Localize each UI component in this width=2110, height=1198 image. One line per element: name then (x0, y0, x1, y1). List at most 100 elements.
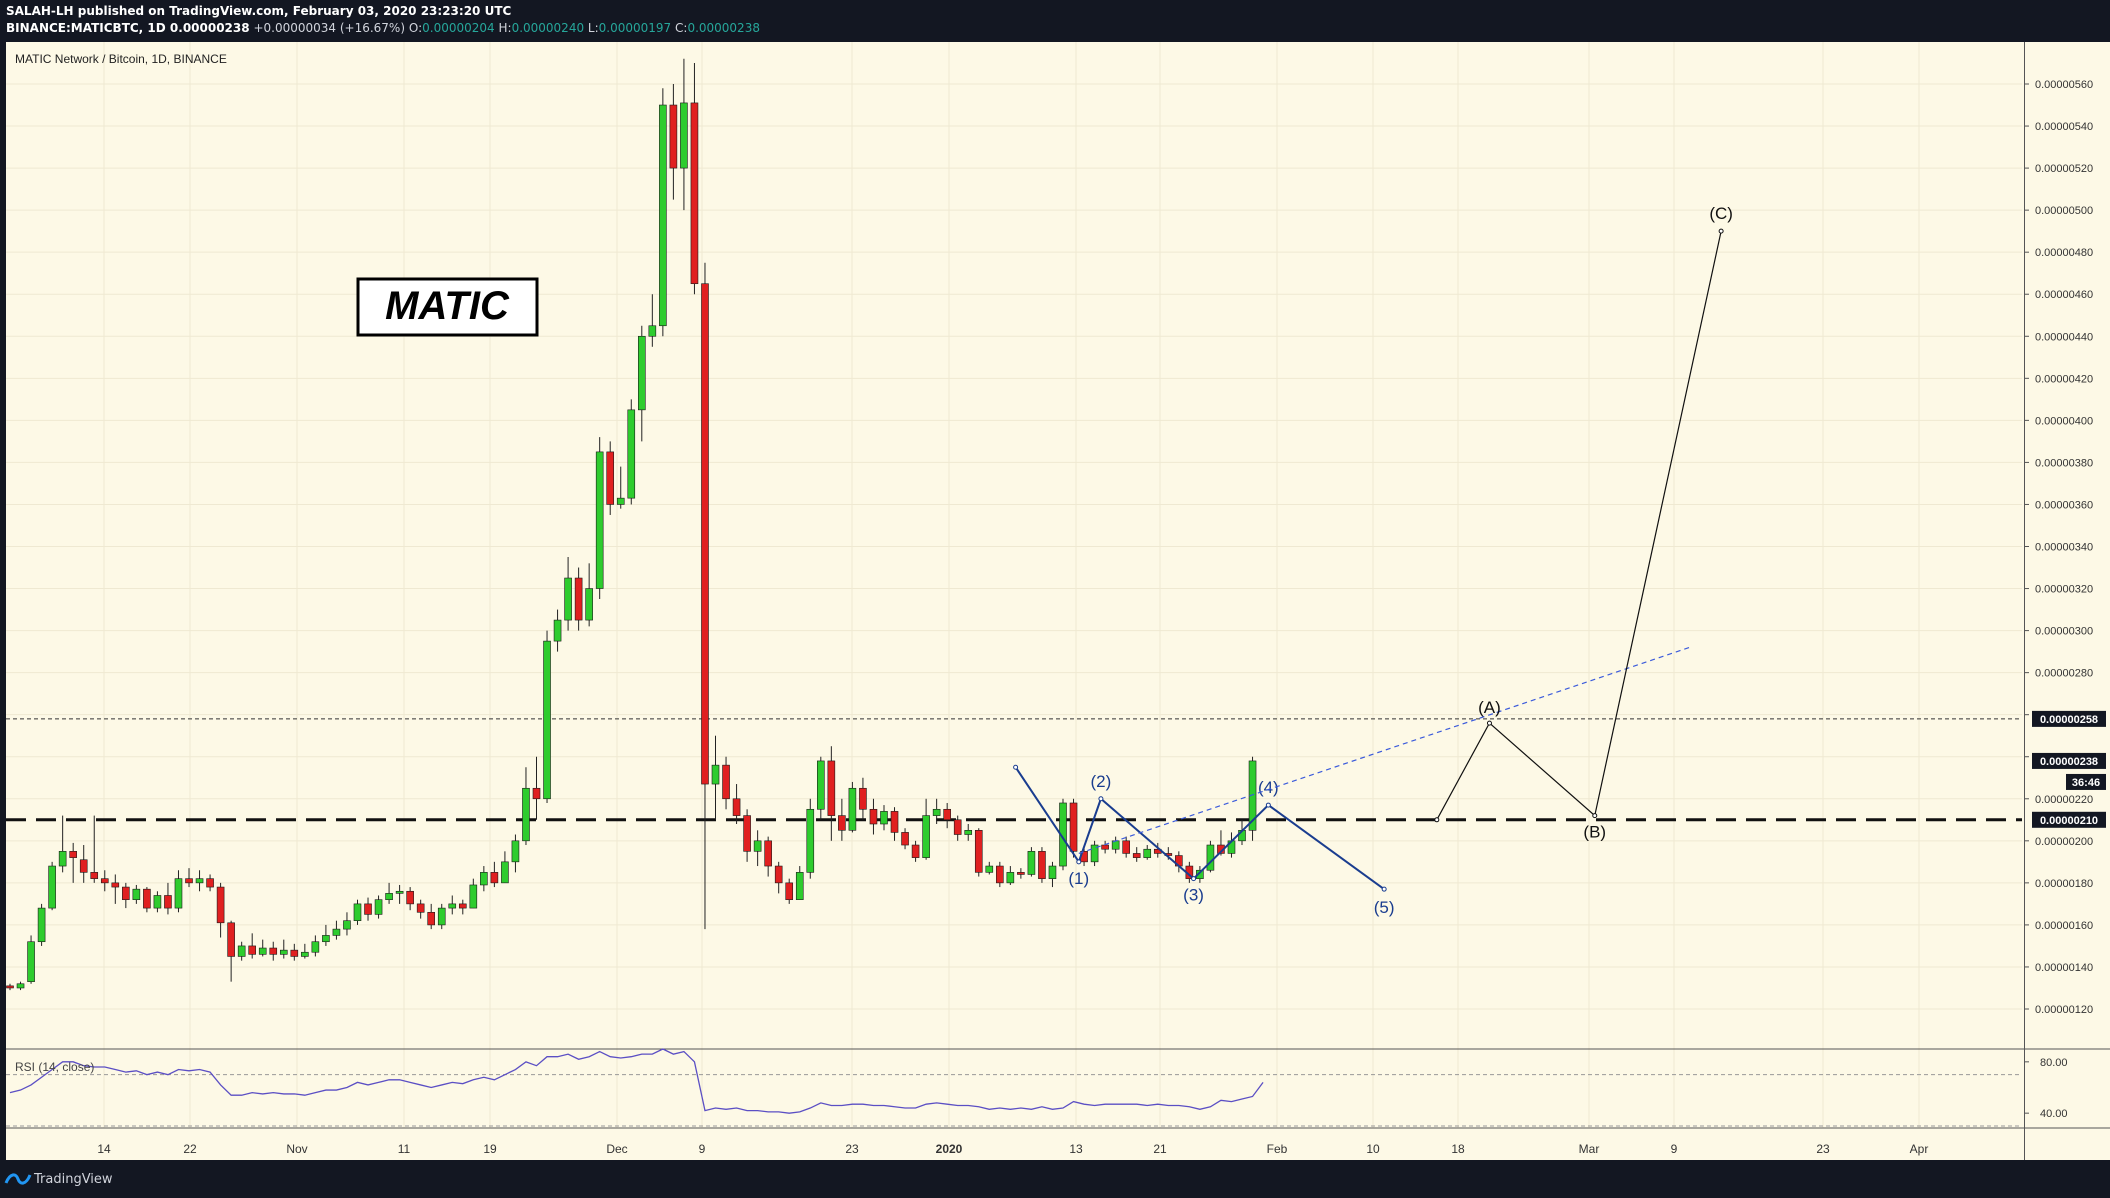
price-badge-label: 0.00000238 (2040, 756, 2098, 768)
candle-body (764, 840, 772, 867)
candle-body (616, 497, 625, 505)
price-axis[interactable] (2024, 42, 2110, 1160)
wave-label: (5) (1374, 898, 1395, 917)
price-badge-label: 36:46 (2072, 777, 2100, 789)
candle-body (774, 865, 783, 884)
candle-body (1196, 869, 1204, 879)
price-tick-label: 0.00000480 (2035, 247, 2093, 259)
candle-body (1038, 851, 1046, 879)
candle-body (932, 808, 941, 816)
time-tick-label: 11 (398, 1142, 411, 1156)
candles (6, 58, 1257, 991)
price-tick-label: 0.00000520 (2035, 163, 2093, 175)
price-badge (2066, 773, 2106, 790)
candle-body (143, 888, 151, 909)
price-tick-label: 0.00000180 (2035, 878, 2093, 890)
candle-body (680, 102, 688, 169)
price-tick-label: 0.00000200 (2035, 836, 2093, 848)
price-tick-label: 0.00000380 (2035, 457, 2093, 469)
candle-body (216, 886, 225, 924)
abc-point (1718, 228, 1724, 234)
price-tick-label: 0.00000120 (2035, 1004, 2093, 1016)
candle-body (1248, 760, 1257, 831)
close-label: C: (675, 21, 688, 35)
candle-body (480, 872, 488, 886)
candle-body (806, 808, 815, 873)
candle-body (58, 851, 67, 867)
candle-body (311, 941, 320, 953)
time-tick-label: 19 (483, 1142, 497, 1156)
wave-point (1265, 802, 1271, 808)
candle-body (564, 577, 572, 621)
candle-body (922, 815, 930, 858)
time-axis: 14 22 Nov 11 19 Dec 9 23 2020 13 21 Feb 10 18 Mar 9 23 Ap… (6, 1127, 2110, 1156)
candle-body (911, 844, 920, 858)
candle-body (353, 903, 362, 922)
price-badge-label: 0.00000258 (2040, 714, 2098, 726)
price-tick-label: 0.00000460 (2035, 289, 2093, 301)
wave-label: (1) (1068, 869, 1089, 888)
abc-projection-line (1436, 231, 1722, 821)
candle-body (827, 760, 836, 816)
candle-body (1206, 844, 1215, 871)
candle-body (490, 872, 499, 884)
low-value: 0.00000197 (598, 21, 672, 35)
candle-body (890, 811, 899, 833)
candle-body (659, 104, 667, 327)
candle-body (943, 808, 951, 821)
price-tick-label: 0.00000500 (2035, 205, 2093, 217)
candle-body (153, 895, 162, 909)
candle-body (16, 983, 25, 989)
high-value: 0.00000240 (511, 21, 585, 35)
wave-label: (4) (1258, 778, 1279, 797)
price-tick-label: 0.00000340 (2035, 542, 2093, 554)
candle-body (690, 102, 699, 285)
candle-body (364, 903, 372, 915)
close-value: 0.00000238 (687, 21, 760, 35)
candle-body (122, 886, 130, 900)
candle-body (974, 830, 983, 873)
candle-body (332, 928, 341, 936)
abc-point (1592, 813, 1598, 819)
time-tick-label: 14 (97, 1142, 111, 1156)
price-badge-label: 0.00000210 (2040, 815, 2098, 827)
candle-body (522, 787, 530, 842)
candle-body (838, 815, 846, 831)
candle-body (1069, 802, 1078, 852)
candle-body (501, 861, 509, 884)
time-tick-label: 23 (845, 1142, 859, 1156)
time-tick-label: 13 (1069, 1142, 1083, 1156)
price-badge (2032, 752, 2106, 769)
price-axis-labels: 0.00000560 0.00000540 0.00000520 0.00000500… (2024, 79, 2093, 1016)
time-tick-label: Dec (606, 1142, 627, 1156)
open-value: 0.00000204 (422, 21, 495, 35)
candle-body (859, 787, 867, 810)
candle-body (227, 922, 235, 957)
abc-label: (C) (1709, 204, 1733, 223)
candle-body (964, 830, 973, 835)
candle-body (785, 882, 794, 900)
candle-body (174, 878, 183, 909)
candle-body (722, 764, 730, 800)
price-tick-label: 0.00000160 (2035, 920, 2093, 932)
time-tick-label: 22 (183, 1142, 197, 1156)
candle-body (817, 760, 825, 810)
price-tick-label: 0.00000280 (2035, 668, 2093, 680)
candle-body (374, 899, 383, 915)
candle-body (1027, 851, 1036, 875)
wave-point (1098, 796, 1104, 802)
wave-point (1381, 886, 1387, 892)
candle-body (48, 865, 56, 909)
price-tick-label: 0.00000220 (2035, 794, 2093, 806)
candle-body (322, 935, 330, 943)
time-tick-label: Nov (286, 1142, 307, 1156)
wave-point (1013, 764, 1019, 770)
candle-body (880, 811, 888, 825)
candle-body (1090, 844, 1099, 863)
chart-canvas[interactable] (6, 42, 2026, 1160)
candle-body (953, 819, 962, 835)
candle-body (100, 878, 109, 884)
price-tick-label: 0.00000440 (2035, 331, 2093, 343)
wave-drawings: (1) (2) (3) (4) (5) (A) (B) (C) (1013, 204, 1733, 917)
